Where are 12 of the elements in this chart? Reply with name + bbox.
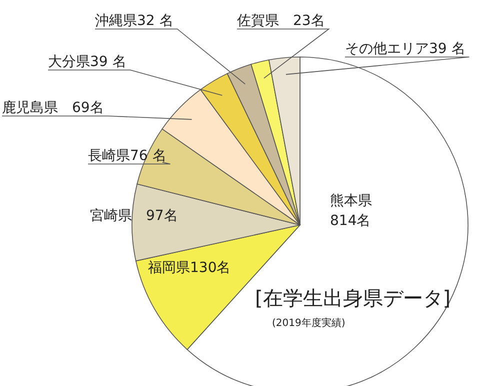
slice-label: 長崎県76 名	[88, 148, 166, 164]
text: [在学生出身県データ]	[255, 286, 451, 310]
slice-label: 沖縄県32 名	[95, 13, 174, 29]
slice-label: 宮崎県 97名	[90, 208, 178, 224]
slice-label: 熊本県	[330, 193, 372, 209]
slice-label: その他エリア39 名	[345, 41, 466, 57]
slice-label: 鹿児島県 69名	[2, 100, 104, 116]
data-label: 814名	[330, 213, 371, 229]
slice-label: 佐賀県 23名	[237, 13, 325, 29]
slice-label: 福岡県130名	[148, 260, 231, 276]
text: (2019年度実績)	[272, 317, 346, 329]
slice-label: 大分県39 名	[48, 54, 126, 70]
